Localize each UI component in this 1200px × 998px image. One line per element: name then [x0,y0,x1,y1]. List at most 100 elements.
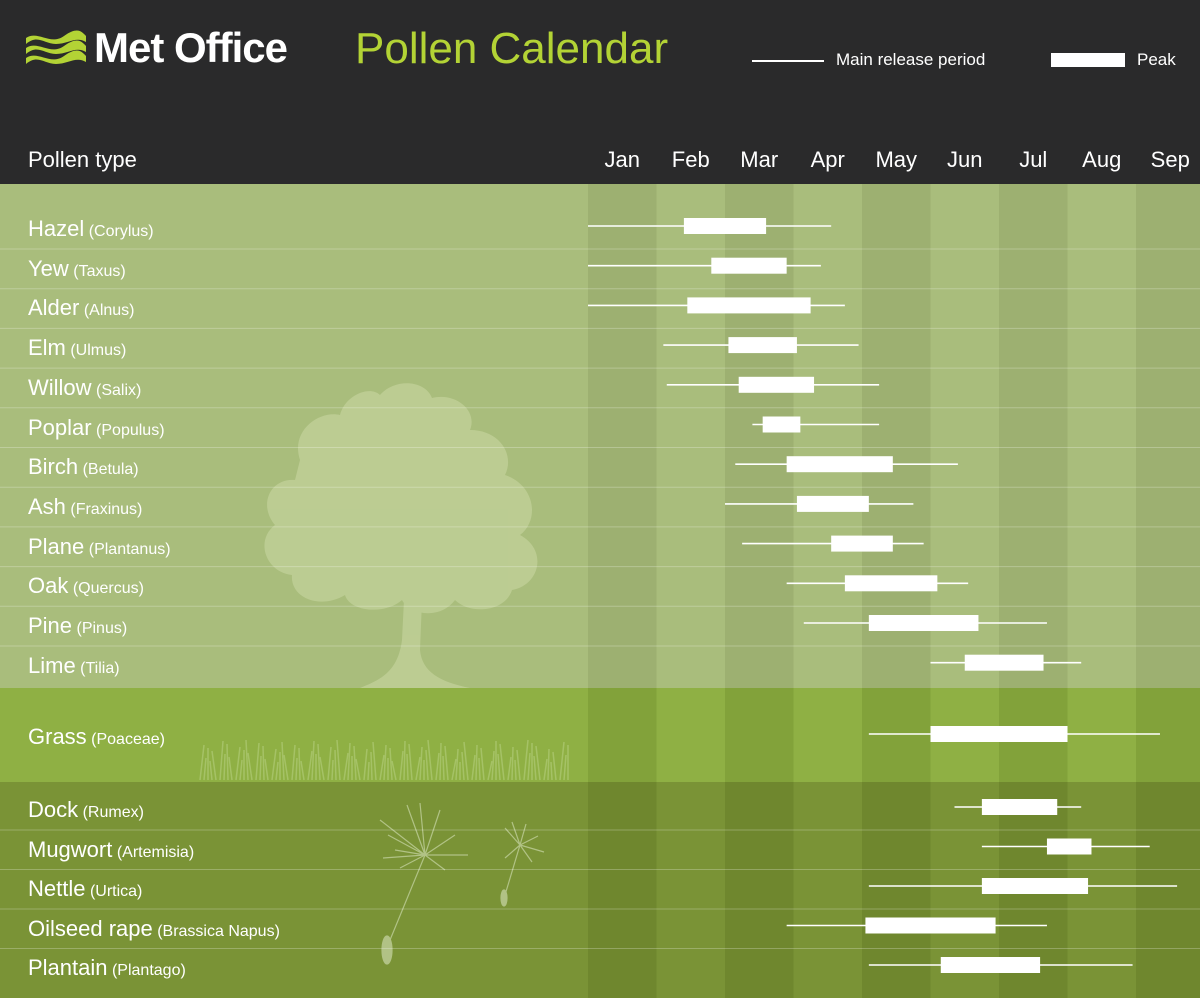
pollen-label-mugwort: Mugwort (Artemisia) [28,837,194,863]
peak-bar-birch [786,456,893,473]
pollen-latin-name: (Poaceae) [91,731,165,748]
month-label-apr: Apr [810,147,845,172]
pollen-label-oilseed-rape: Oilseed rape (Brassica Napus) [28,916,280,942]
pollen-common-name: Mugwort [28,836,113,862]
pollen-label-oak: Oak (Quercus) [28,573,144,599]
peak-bar-dock [981,799,1058,815]
pollen-latin-name: (Urtica) [89,883,143,900]
pollen-latin-name: (Plantanus) [88,540,171,558]
legend-peak-swatch [1051,53,1125,67]
month-label-jun: Jun [947,147,983,172]
month-label-jul: Jul [1019,147,1048,172]
peak-bar-oak [844,575,938,592]
pollen-common-name: Poplar [28,414,92,440]
brand-name: Met Office [94,24,288,71]
month-label-aug: Aug [1082,147,1122,172]
chart-title: Pollen Calendar [355,24,669,73]
month-label-may: May [875,147,918,172]
grass-illustration [199,739,569,781]
pollen-latin-name: (Ulmus) [70,342,127,360]
peak-bar-oilseed-rape [865,917,996,934]
month-label-jan: Jan [604,147,640,172]
peak-bar-hazel [683,218,767,234]
pollen-latin-name: (Quercus) [72,580,144,598]
pollen-label-pine: Pine (Pinus) [28,613,127,639]
legend-release-label: Main release period [836,50,986,69]
month-stripe [862,782,931,998]
pollen-label-elm: Elm (Ulmus) [28,335,126,361]
met-office-wave-icon [26,30,86,64]
legend-release-line [752,60,824,62]
month-label-mar: Mar [740,147,779,172]
dandelion-seed-illustration [379,802,545,965]
pollen-label-alder: Alder (Alnus) [28,295,135,321]
tree-illustration [264,383,538,688]
peak-bar-elm [728,337,797,354]
peak-bar-yew [711,257,787,274]
pollen-latin-name: (Brassica Napus) [157,922,280,940]
pollen-common-name: Birch [28,454,79,480]
pollen-label-plane: Plane (Plantanus) [28,534,171,560]
peak-bar-pine [868,615,979,631]
month-stripe [588,688,657,782]
peak-bar-nettle [981,878,1089,894]
pollen-label-yew: Yew (Taxus) [28,256,126,282]
pollen-label-nettle: Nettle (Urtica) [28,876,142,902]
pollen-latin-name: (Alnus) [83,302,135,320]
peak-bar-plane [831,535,893,552]
pollen-common-name: Hazel [28,216,85,241]
pollen-label-plantain: Plantain (Plantago) [28,955,186,981]
pollen-label-lime: Lime (Tilia) [28,653,120,679]
pollen-latin-name: (Taxus) [73,262,126,280]
pollen-common-name: Elm [28,335,66,361]
peak-bar-alder [687,297,811,314]
pollen-latin-name: (Fraxinus) [70,500,143,518]
month-stripe [588,782,657,998]
pollen-latin-name: (Populus) [96,421,165,439]
pollen-common-name: Lime [28,652,76,678]
month-stripe [1136,688,1200,782]
legend-peak-label: Peak [1137,50,1176,69]
pollen-latin-name: (Betula) [82,461,139,479]
pollen-common-name: Oak [28,573,69,599]
pollen-common-name: Willow [28,374,92,400]
pollen-common-name: Nettle [28,876,86,901]
pollen-label-grass: Grass (Poaceae) [28,724,165,750]
pollen-common-name: Grass [28,724,87,749]
pollen-common-name: Alder [28,295,80,321]
pollen-common-name: Pine [28,613,73,638]
pollen-latin-name: (Salix) [96,381,142,399]
pollen-common-name: Ash [28,493,66,519]
month-label-sep: Sep [1150,147,1190,172]
month-stripe [862,688,931,782]
pollen-label-willow: Willow (Salix) [28,375,141,401]
month-label-feb: Feb [671,147,710,172]
pollen-type-header: Pollen type [28,147,137,172]
pollen-common-name: Plane [28,533,85,559]
pollen-common-name: Oilseed rape [28,915,153,941]
pollen-common-name: Dock [28,797,79,822]
pollen-label-poplar: Poplar (Populus) [28,415,165,441]
pollen-latin-name: (Artemisia) [116,843,195,861]
pollen-latin-name: (Tilia) [80,659,120,677]
pollen-label-ash: Ash (Fraxinus) [28,494,142,520]
month-stripe [999,184,1068,688]
month-stripe [588,184,657,688]
header: Met Office Pollen Calendar Main release … [0,0,1200,184]
peak-bar-poplar [762,416,801,433]
pollen-latin-name: (Corylus) [88,223,154,240]
pollen-latin-name: (Pinus) [76,620,128,637]
pollen-latin-name: (Plantago) [111,962,186,979]
pollen-label-hazel: Hazel (Corylus) [28,216,154,242]
pollen-common-name: Plantain [28,955,108,980]
peak-bar-willow [738,376,815,393]
month-stripe [725,688,794,782]
month-stripe [1136,782,1200,998]
month-stripe [862,184,931,688]
pollen-label-birch: Birch (Betula) [28,454,139,480]
month-stripe [1136,184,1200,688]
pollen-label-dock: Dock (Rumex) [28,797,144,823]
met-office-logo: Met Office [24,22,288,74]
month-stripe [725,782,794,998]
